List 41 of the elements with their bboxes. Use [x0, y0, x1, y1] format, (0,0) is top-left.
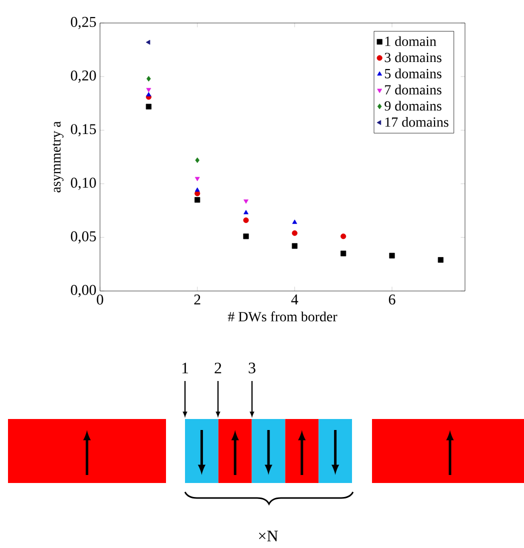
- point: [340, 250, 346, 256]
- legend-label: 3 domains: [384, 52, 442, 62]
- point: [195, 157, 200, 163]
- point: [292, 230, 298, 236]
- text: 2: [214, 362, 222, 374]
- y-tick-label: 0,00: [70, 284, 96, 298]
- x-tick-label: 2: [194, 294, 200, 304]
- legend-label: 7 domains: [385, 84, 442, 94]
- y-tick-label: 0,20: [70, 70, 96, 83]
- text: 1: [182, 362, 188, 374]
- y-tick-label: 0,10: [70, 178, 96, 190]
- text: ×N: [259, 530, 278, 542]
- point: [146, 92, 152, 96]
- point: [389, 252, 395, 258]
- x-tick-label: 6: [388, 294, 396, 305]
- legend-label: 17 domains: [385, 116, 448, 127]
- point: [244, 210, 248, 214]
- y-tick-label: 0,25: [70, 16, 96, 30]
- x-axis-title: # DWs from border: [228, 311, 338, 322]
- y-tick-label: 0,15: [70, 124, 96, 136]
- point: [146, 104, 152, 110]
- point: [194, 197, 200, 203]
- point: [194, 187, 200, 192]
- point: [292, 220, 298, 224]
- x-tick-label: 4: [291, 294, 298, 304]
- point: [340, 234, 346, 240]
- point: [243, 234, 249, 240]
- point: [146, 88, 152, 92]
- text: 3: [248, 362, 256, 374]
- point: [243, 217, 249, 224]
- point: [146, 40, 150, 45]
- y-tick-label: 0,05: [70, 231, 96, 244]
- y-axis-title: asymmetry a: [52, 121, 64, 192]
- legend-label: 9 domains: [384, 100, 442, 111]
- point: [438, 257, 444, 263]
- point: [194, 176, 200, 182]
- x-tick-label: 0: [96, 294, 104, 305]
- point: [292, 243, 298, 249]
- legend-label: 5 domains: [384, 68, 442, 78]
- point: [244, 199, 248, 204]
- legend-label: 1 domain: [385, 36, 436, 46]
